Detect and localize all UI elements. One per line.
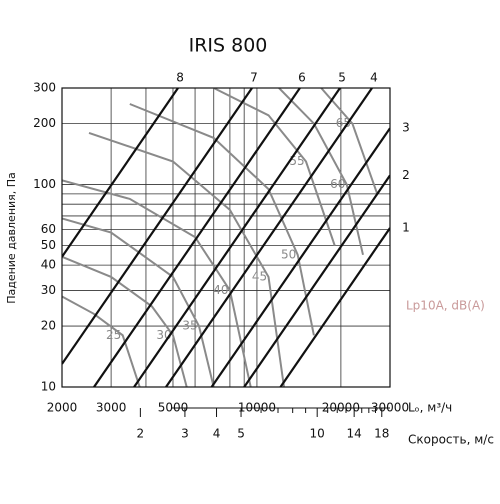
velocity-tick-label: 18 (374, 427, 389, 441)
velocity-tick-label: 3 (181, 427, 189, 441)
velocity-tick-label: 5 (237, 427, 245, 441)
y-axis-label: Падение давления, Па (5, 172, 18, 304)
line-label: 2 (402, 168, 410, 182)
noise-label: 50 (281, 247, 296, 261)
y-tick-label: 40 (41, 258, 56, 272)
noise-label: 25 (106, 328, 121, 342)
velocity-tick-label: 2 (137, 427, 145, 441)
y-tick-label: 10 (41, 380, 56, 394)
y-tick-label: 200 (33, 116, 56, 130)
noise-legend: Lp10A, dB(A) (406, 299, 485, 313)
x-tick-label: 2000 (47, 401, 78, 415)
x-tick-label: 3000 (96, 401, 127, 415)
line-label: 3 (402, 121, 410, 135)
y-tick-label: 20 (41, 319, 56, 333)
chart-title: IRIS 800 (189, 35, 268, 57)
noise-label: 60 (330, 177, 345, 191)
line-label: 1 (402, 221, 410, 235)
noise-curve (62, 255, 188, 387)
velocity-tick-label: 10 (310, 427, 325, 441)
noise-curve (278, 88, 364, 256)
y-tick-label: 30 (41, 283, 56, 297)
y-tick-label: 100 (33, 177, 56, 191)
pressure-line (165, 88, 373, 387)
line-label: 6 (298, 71, 306, 85)
plot-frame (61, 87, 391, 388)
line-label: 7 (250, 71, 258, 85)
noise-label: 45 (252, 269, 267, 283)
pressure-line (133, 88, 341, 387)
pressure-line (210, 127, 390, 387)
velocity-tick-label: 4 (213, 427, 221, 441)
noise-label: 40 (213, 283, 228, 297)
noise-curve (62, 217, 215, 387)
velocity-label: Скорость, м/с (408, 433, 494, 447)
x-axis-label: Lₒ, м³/ч (408, 401, 452, 415)
noise-curve (213, 88, 336, 246)
y-tick-label: 50 (41, 238, 56, 252)
velocity-tick-label: 14 (347, 427, 362, 441)
noise-curve (88, 131, 285, 387)
y-tick-label: 300 (33, 81, 56, 95)
noise-label: 35 (182, 319, 197, 333)
line-label: 4 (370, 71, 378, 85)
pressure-line (243, 174, 390, 387)
noise-label: 65 (336, 116, 351, 130)
pressure-line (93, 88, 301, 387)
line-label: 8 (176, 71, 184, 85)
y-tick-label: 60 (41, 222, 56, 236)
noise-curve (129, 103, 315, 336)
noise-curve (62, 295, 141, 387)
pressure-line (279, 227, 390, 387)
pressure-line (62, 88, 179, 258)
pressure-line (62, 88, 253, 365)
line-label: 5 (338, 71, 346, 85)
noise-label: 55 (289, 154, 304, 168)
